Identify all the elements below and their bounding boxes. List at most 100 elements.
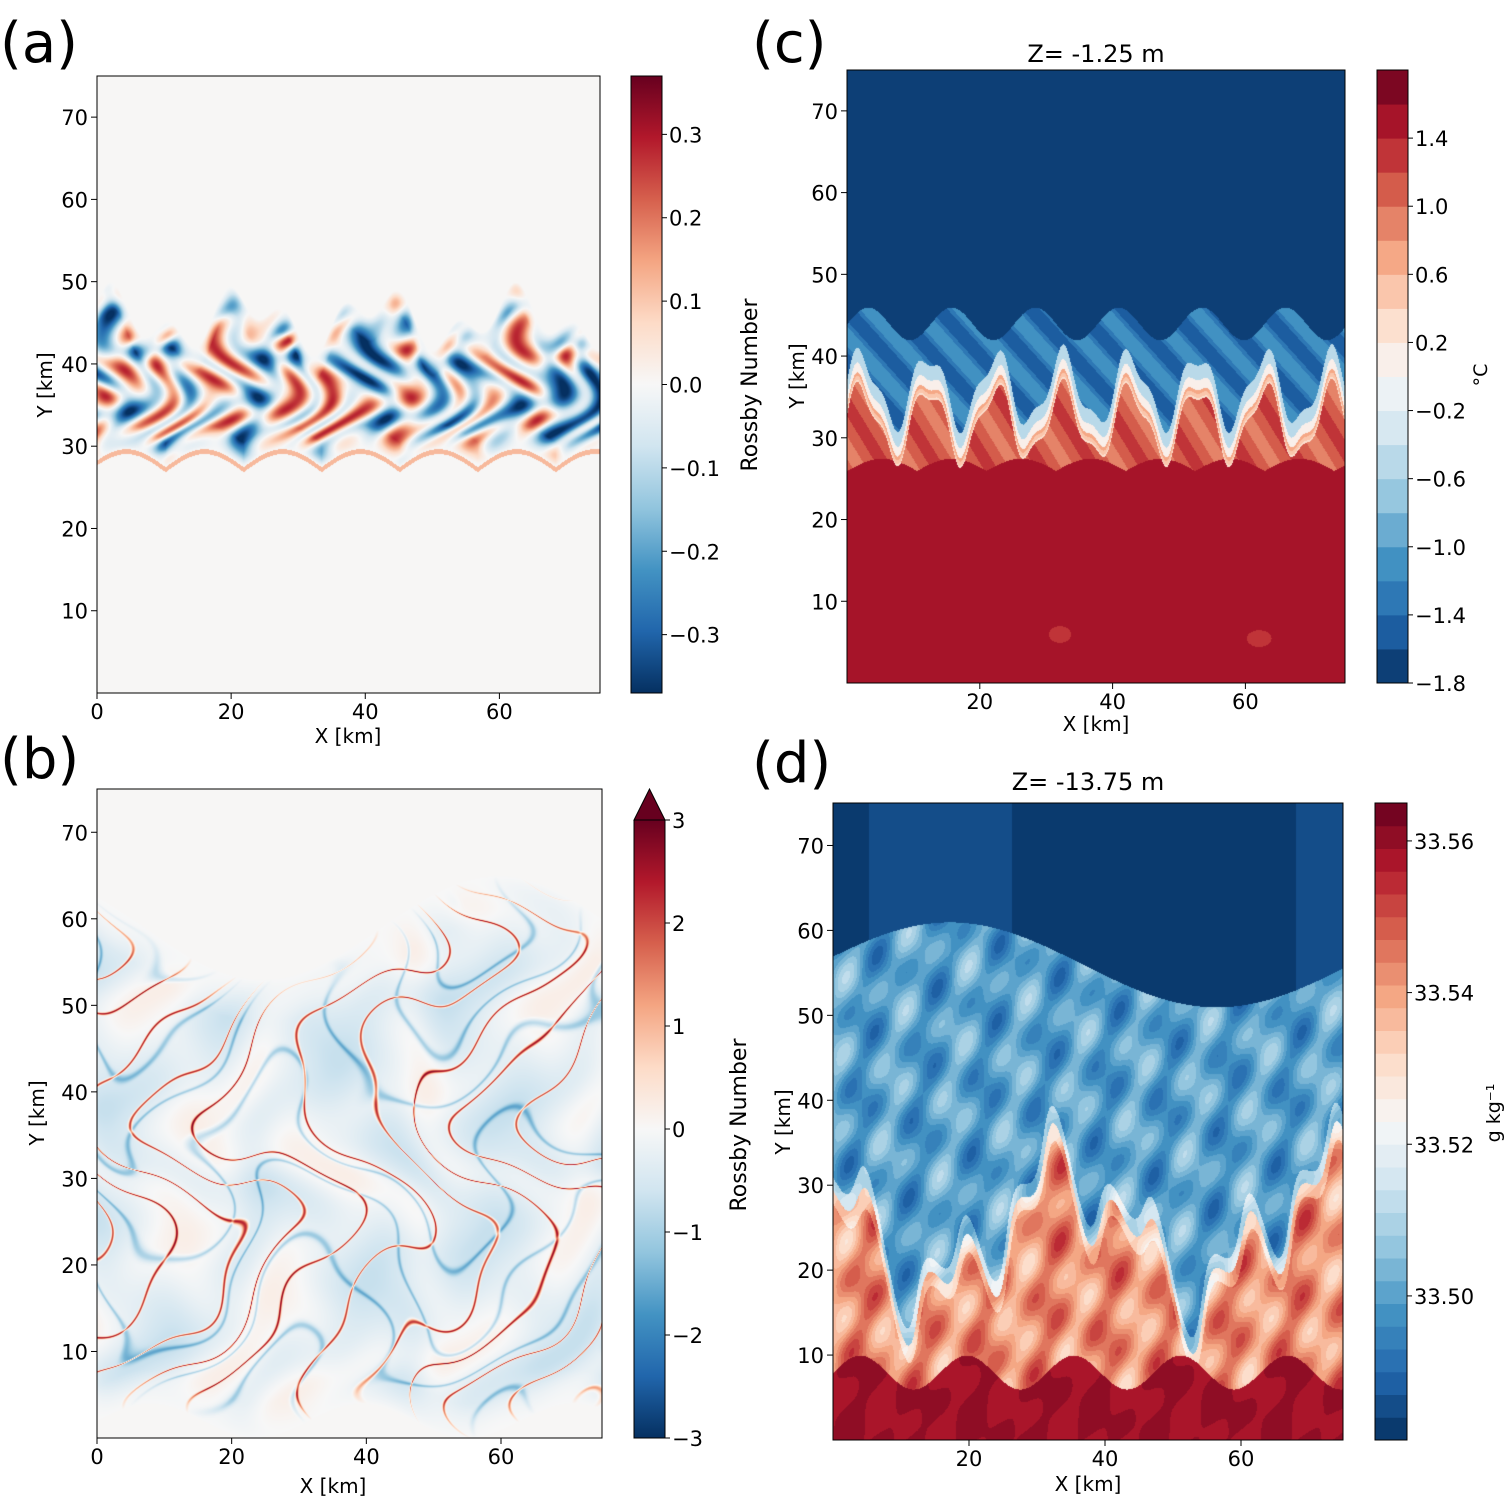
colorbar-level: [1375, 1326, 1407, 1350]
y-tick-label: 40: [811, 345, 838, 369]
colorbar-level: [1375, 1394, 1407, 1418]
y-tick-label: 70: [61, 106, 88, 130]
y-tick-label: 20: [797, 1259, 824, 1283]
colorbar-level: [1375, 825, 1407, 849]
colorbar-level: [1377, 70, 1408, 105]
y-tick-label: 30: [797, 1174, 824, 1198]
colorbar-gradient: [631, 76, 662, 693]
colorbar-tick-label: −0.2: [1415, 400, 1466, 424]
x-tick-label: 20: [218, 1445, 245, 1469]
colorbar-tick-label: 33.52: [1414, 1133, 1474, 1157]
panel-label: (b): [0, 727, 79, 792]
colorbar-level: [1375, 1258, 1407, 1282]
colorbar-level: [1377, 342, 1408, 377]
panel-a-field-heatmap: [97, 76, 600, 693]
colorbar-tick-label: 33.50: [1414, 1285, 1474, 1309]
colorbar-level: [1377, 172, 1408, 207]
y-tick-label: 50: [797, 1004, 824, 1028]
colorbar-level: [1375, 1349, 1407, 1373]
colorbar-level: [1375, 916, 1407, 940]
colorbar-level: [1377, 478, 1408, 514]
y-tick-label: 30: [61, 1167, 88, 1191]
colorbar-level: [1375, 1030, 1407, 1054]
colorbar-tick-label: −3: [672, 1427, 703, 1451]
x-tick-label: 40: [1099, 690, 1126, 714]
y-tick-label: 20: [61, 517, 88, 541]
x-tick-label: 20: [218, 700, 245, 724]
y-axis-label: Y [km]: [25, 1080, 49, 1146]
colorbar-level: [1375, 962, 1407, 986]
colorbar-tick-label: 33.56: [1414, 830, 1474, 854]
colorbar-tick-label: −0.2: [669, 540, 720, 564]
y-tick-label: 10: [61, 600, 88, 624]
x-tick-label: 60: [488, 1445, 515, 1469]
y-tick-label: 60: [811, 182, 838, 206]
colorbar-tick-label: 0.2: [669, 207, 702, 231]
x-tick-label: 60: [1228, 1447, 1255, 1471]
colorbar-level: [1375, 985, 1407, 1009]
colorbar-tick-label: 0.2: [1415, 331, 1448, 355]
colorbar-tick-label: 33.54: [1414, 982, 1474, 1006]
plot-frame: [846, 69, 1346, 684]
y-axis-label: Y [km]: [771, 1089, 795, 1155]
colorbar-tick-label: 1.0: [1415, 195, 1448, 219]
colorbar-level: [1375, 894, 1407, 918]
plot-frame: [96, 788, 603, 1439]
colorbar-level: [1377, 240, 1408, 275]
colorbar-b: [633, 787, 670, 1439]
colorbar-level: [1375, 1189, 1407, 1213]
panel-c: (c) Z= -1.25 m 20 40 60 10 20 30 40 50 60 70 X [km] Y…: [752, 11, 1492, 736]
y-tick-label: 70: [61, 821, 88, 845]
x-axis-label: X [km]: [1063, 712, 1130, 736]
y-tick-label: 50: [811, 263, 838, 287]
colorbar-level: [1375, 1121, 1407, 1145]
colorbar-label: Rossby Number: [738, 298, 763, 472]
x-axis-label: X [km]: [1055, 1472, 1122, 1496]
colorbar-level: [1375, 1007, 1407, 1031]
colorbar-d: [1374, 802, 1412, 1441]
colorbar-level: [1375, 939, 1407, 963]
colorbar-tick-label: −0.3: [669, 624, 720, 648]
colorbar-label: Rossby Number: [727, 1038, 752, 1212]
colorbar-level: [1375, 803, 1407, 827]
y-tick-label: 10: [797, 1344, 824, 1368]
colorbar-tick-label: −0.1: [669, 457, 720, 481]
colorbar-tick-label: −2: [672, 1324, 703, 1348]
y-tick-label: 30: [61, 435, 88, 459]
colorbar-frame: [1374, 802, 1408, 1441]
x-tick-label: 0: [90, 700, 103, 724]
colorbar-level: [1377, 138, 1408, 173]
colorbar-tick-label: 3: [672, 809, 685, 833]
y-tick-label: 60: [61, 188, 88, 212]
colorbar-level: [1377, 206, 1408, 241]
y-tick-label: 40: [61, 1081, 88, 1105]
y-tick-label: 10: [811, 590, 838, 614]
colorbar-level: [1377, 308, 1408, 343]
y-tick-label: 70: [811, 100, 838, 124]
colorbar-level: [1375, 1144, 1407, 1168]
x-tick-label: 20: [956, 1447, 983, 1471]
panel-b-field-heatmap: [97, 789, 602, 1438]
colorbar-level: [1375, 871, 1407, 895]
y-axis-label: Y [km]: [785, 343, 809, 409]
colorbar-a: [630, 75, 667, 694]
colorbar-tick-label: 0.1: [669, 290, 702, 314]
colorbar-level: [1377, 512, 1408, 548]
plot-frame: [832, 802, 1344, 1441]
y-tick-label: 50: [61, 994, 88, 1018]
x-tick-label: 0: [90, 1445, 103, 1469]
panel-title: Z= -1.25 m: [1027, 40, 1164, 68]
y-tick-label: 60: [61, 908, 88, 932]
colorbar-level: [1375, 848, 1407, 872]
x-tick-label: 40: [1092, 1447, 1119, 1471]
x-tick-label: 20: [966, 690, 993, 714]
colorbar-label: g kg⁻¹: [1483, 1084, 1505, 1143]
colorbar-tick-label: 0.0: [669, 374, 702, 398]
colorbar-level: [1377, 104, 1408, 139]
y-tick-label: 20: [61, 1254, 88, 1278]
y-tick-label: 20: [811, 509, 838, 533]
y-tick-label: 50: [61, 271, 88, 295]
panel-d: (d) Z= -13.75 m 20 40 60 10 20 30 40 50 60 70 X [km]…: [752, 731, 1505, 1496]
colorbar-level: [1375, 1303, 1407, 1327]
